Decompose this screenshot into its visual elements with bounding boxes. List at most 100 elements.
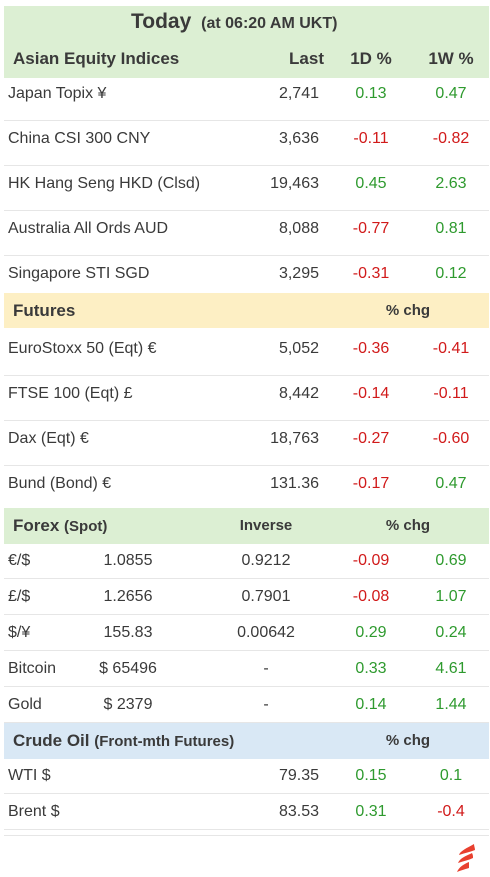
futures-col-chg: % chg	[385, 302, 431, 319]
futures-row: Dax (Eqt) € 18,763 -0.27 -0.60	[4, 430, 489, 475]
change-1w: 0.12	[435, 265, 467, 282]
change-1w: 0.1	[439, 767, 463, 784]
row-divider	[4, 165, 489, 166]
change-1w: -0.41	[432, 340, 470, 357]
forex-header-band	[4, 508, 489, 544]
change-1d: 0.31	[355, 803, 387, 820]
row-name: China CSI 300 CNY	[8, 130, 151, 147]
last-value: 8,088	[278, 220, 319, 237]
row-name: Bitcoin	[8, 660, 57, 677]
flame-logo-icon	[457, 844, 475, 872]
change-1w: -0.82	[432, 130, 470, 147]
change-1w: 1.44	[435, 696, 467, 713]
last-value: 3,636	[278, 130, 319, 147]
forex-section-heading: Forex (Spot)	[13, 516, 107, 536]
change-1d: 0.33	[355, 660, 387, 677]
row-divider	[4, 420, 489, 421]
forex-row: £/$ 1.2656 0.7901 -0.08 1.07	[4, 588, 489, 624]
row-name: £/$	[8, 588, 31, 605]
row-name: Australia All Ords AUD	[8, 220, 169, 237]
page-title-time: (at 06:20 AM UKT)	[201, 15, 338, 32]
spot-value: 155.83	[103, 624, 153, 641]
row-name: Dax (Eqt) €	[8, 430, 89, 447]
row-divider	[4, 829, 489, 830]
bottom-divider	[4, 835, 489, 836]
row-divider	[4, 686, 489, 687]
row-divider	[4, 650, 489, 651]
row-name: Singapore STI SGD	[8, 265, 150, 282]
row-divider	[4, 120, 489, 121]
change-1w: 0.24	[435, 624, 467, 641]
page-title-main: Today	[131, 10, 192, 33]
inverse-value: 0.7901	[241, 588, 291, 605]
change-1w: 1.07	[435, 588, 467, 605]
row-divider	[4, 614, 489, 615]
row-name: WTI $	[8, 767, 51, 784]
row-name: EuroStoxx 50 (Eqt) €	[8, 340, 157, 357]
title-header-band	[4, 6, 489, 78]
row-name: Brent $	[8, 803, 60, 820]
inverse-value: 0.9212	[241, 552, 291, 569]
inverse-value: -	[263, 696, 269, 713]
forex-col-inverse: Inverse	[239, 517, 293, 534]
forex-heading-note: (Spot)	[64, 518, 108, 535]
last-value: 5,052	[278, 340, 319, 357]
row-divider	[4, 578, 489, 579]
forex-heading-label: Forex	[13, 516, 60, 535]
change-1d: -0.36	[352, 340, 390, 357]
change-1w: -0.11	[433, 385, 469, 402]
forex-row: $/¥ 155.83 0.00642 0.29 0.24	[4, 624, 489, 660]
inverse-value: 0.00642	[237, 624, 295, 641]
forex-row: Bitcoin $ 65496 - 0.33 4.61	[4, 660, 489, 696]
row-name: Bund (Bond) €	[8, 475, 112, 492]
asia-row: Australia All Ords AUD 8,088 -0.77 0.81	[4, 220, 489, 265]
last-value: 83.53	[278, 803, 319, 820]
oil-section-heading: Crude Oil (Front-mth Futures)	[13, 731, 234, 751]
change-1d: 0.15	[355, 767, 387, 784]
last-value: 19,463	[270, 175, 319, 192]
change-1d: -0.31	[352, 265, 390, 282]
row-name: HK Hang Seng HKD (Clsd)	[8, 175, 201, 192]
spot-value: $ 2379	[103, 696, 153, 713]
futures-section-heading: Futures	[13, 301, 76, 320]
row-name: Gold	[8, 696, 42, 713]
forex-row: €/$ 1.0855 0.9212 -0.09 0.69	[4, 552, 489, 588]
asia-section-heading: Asian Equity Indices	[13, 49, 180, 68]
change-1d: 0.13	[355, 85, 387, 102]
change-1d: 0.14	[355, 696, 387, 713]
oil-header-band	[4, 723, 489, 759]
spot-value: 1.2656	[103, 588, 153, 605]
change-1d: 0.45	[355, 175, 387, 192]
row-name: Japan Topix ¥	[8, 85, 107, 102]
change-1d: -0.08	[352, 588, 390, 605]
last-value: 18,763	[270, 430, 319, 447]
asia-col-1d: 1D %	[350, 49, 392, 68]
futures-row: FTSE 100 (Eqt) £ 8,442 -0.14 -0.11	[4, 385, 489, 430]
oil-heading-label: Crude Oil	[13, 731, 90, 750]
asia-row: China CSI 300 CNY 3,636 -0.11 -0.82	[4, 130, 489, 175]
row-name: $/¥	[8, 624, 31, 641]
asia-row: Singapore STI SGD 3,295 -0.31 0.12	[4, 265, 489, 310]
change-1d: -0.27	[352, 430, 390, 447]
row-name: FTSE 100 (Eqt) £	[8, 385, 133, 402]
change-1w: 0.69	[435, 552, 467, 569]
change-1d: -0.11	[353, 130, 389, 147]
row-divider	[4, 255, 489, 256]
futures-row: Bund (Bond) € 131.36 -0.17 0.47	[4, 475, 489, 520]
change-1d: -0.14	[352, 385, 390, 402]
change-1w: 0.47	[435, 85, 467, 102]
change-1w: -0.4	[437, 803, 465, 820]
oil-row: Brent $ 83.53 0.31 -0.4	[4, 803, 489, 839]
oil-heading-note: (Front-mth Futures)	[94, 733, 235, 750]
forex-row: Gold $ 2379 - 0.14 1.44	[4, 696, 489, 732]
change-1w: -0.60	[432, 430, 470, 447]
oil-row: WTI $ 79.35 0.15 0.1	[4, 767, 489, 803]
futures-header-band	[4, 293, 489, 328]
row-divider	[4, 375, 489, 376]
inverse-value: -	[263, 660, 269, 677]
spot-value: 1.0855	[103, 552, 153, 569]
asia-row: HK Hang Seng HKD (Clsd) 19,463 0.45 2.63	[4, 175, 489, 220]
change-1w: 0.81	[435, 220, 467, 237]
oil-col-chg: % chg	[385, 732, 431, 749]
row-name: €/$	[8, 552, 31, 569]
